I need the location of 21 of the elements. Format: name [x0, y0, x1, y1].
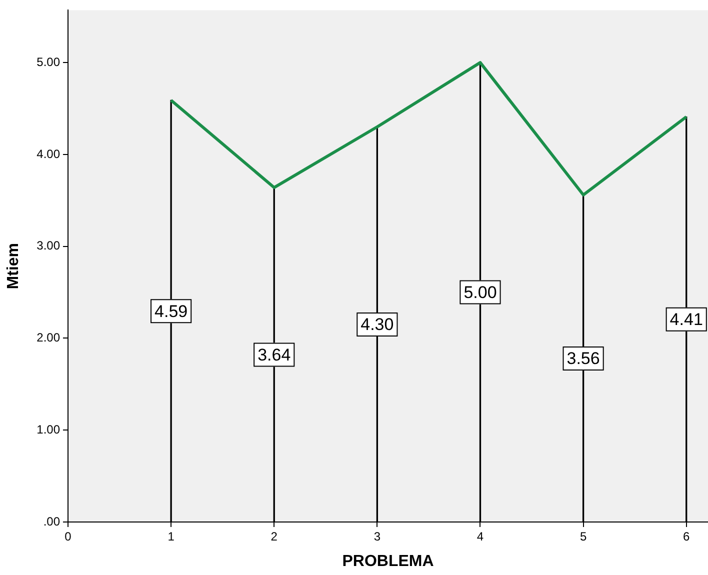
- data-label: 4.41: [670, 310, 703, 330]
- y-tick-label: 4.00: [36, 146, 60, 161]
- data-label: 3.64: [258, 345, 291, 364]
- x-tick-label: 6: [683, 530, 690, 544]
- data-label: 4.30: [360, 315, 394, 334]
- y-tick-label: 1.00: [36, 422, 60, 436]
- x-axis-title: PROBLEMA: [342, 552, 434, 570]
- y-tick-label: 2.00: [36, 330, 60, 345]
- data-label: 3.56: [566, 349, 600, 368]
- y-tick-label: 3.00: [36, 238, 60, 253]
- x-tick-label: 1: [168, 530, 175, 544]
- data-label: 4.59: [154, 302, 188, 321]
- x-tick-label: 5: [580, 530, 587, 544]
- y-tick-label: 5.00: [36, 54, 60, 69]
- x-tick-label: 0: [64, 530, 72, 544]
- x-tick-label: 2: [270, 530, 278, 544]
- data-label: 5.00: [464, 282, 497, 302]
- y-axis-title: Mtiem: [5, 242, 22, 290]
- y-tick-label: .00: [43, 514, 60, 528]
- x-tick-label: 3: [374, 530, 381, 544]
- x-tick-label: 4: [476, 530, 484, 544]
